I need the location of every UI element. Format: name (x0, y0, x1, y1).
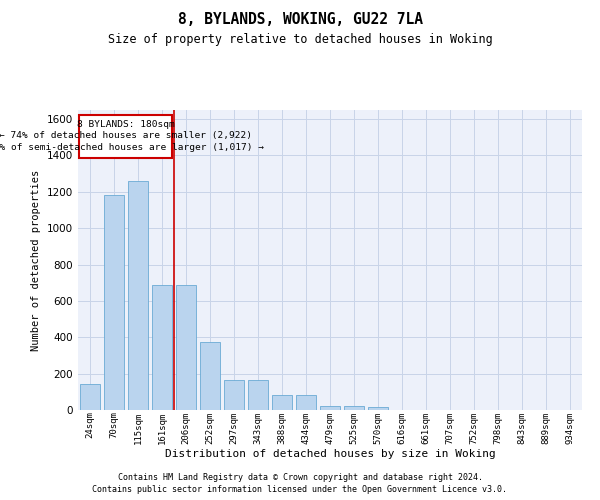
Text: Size of property relative to detached houses in Woking: Size of property relative to detached ho… (107, 32, 493, 46)
Text: Contains HM Land Registry data © Crown copyright and database right 2024.: Contains HM Land Registry data © Crown c… (118, 472, 482, 482)
Text: 8 BYLANDS: 180sqm: 8 BYLANDS: 180sqm (77, 120, 175, 129)
Text: 8, BYLANDS, WOKING, GU22 7LA: 8, BYLANDS, WOKING, GU22 7LA (178, 12, 422, 28)
Bar (152, 284, 172, 410)
Bar (200, 342, 220, 410)
Text: Contains public sector information licensed under the Open Government Licence v3: Contains public sector information licen… (92, 485, 508, 494)
Bar (80, 384, 100, 410)
Bar (368, 408, 388, 410)
FancyBboxPatch shape (79, 114, 172, 158)
Y-axis label: Number of detached properties: Number of detached properties (31, 170, 41, 350)
Bar (104, 196, 124, 410)
Bar (296, 396, 316, 410)
Bar (224, 380, 244, 410)
Bar (320, 406, 340, 410)
Bar (272, 396, 292, 410)
Text: 26% of semi-detached houses are larger (1,017) →: 26% of semi-detached houses are larger (… (0, 143, 263, 152)
X-axis label: Distribution of detached houses by size in Woking: Distribution of detached houses by size … (164, 449, 496, 459)
Bar (248, 380, 268, 410)
Bar (344, 406, 364, 410)
Bar (176, 284, 196, 410)
Bar (128, 181, 148, 410)
Text: ← 74% of detached houses are smaller (2,922): ← 74% of detached houses are smaller (2,… (0, 131, 252, 140)
